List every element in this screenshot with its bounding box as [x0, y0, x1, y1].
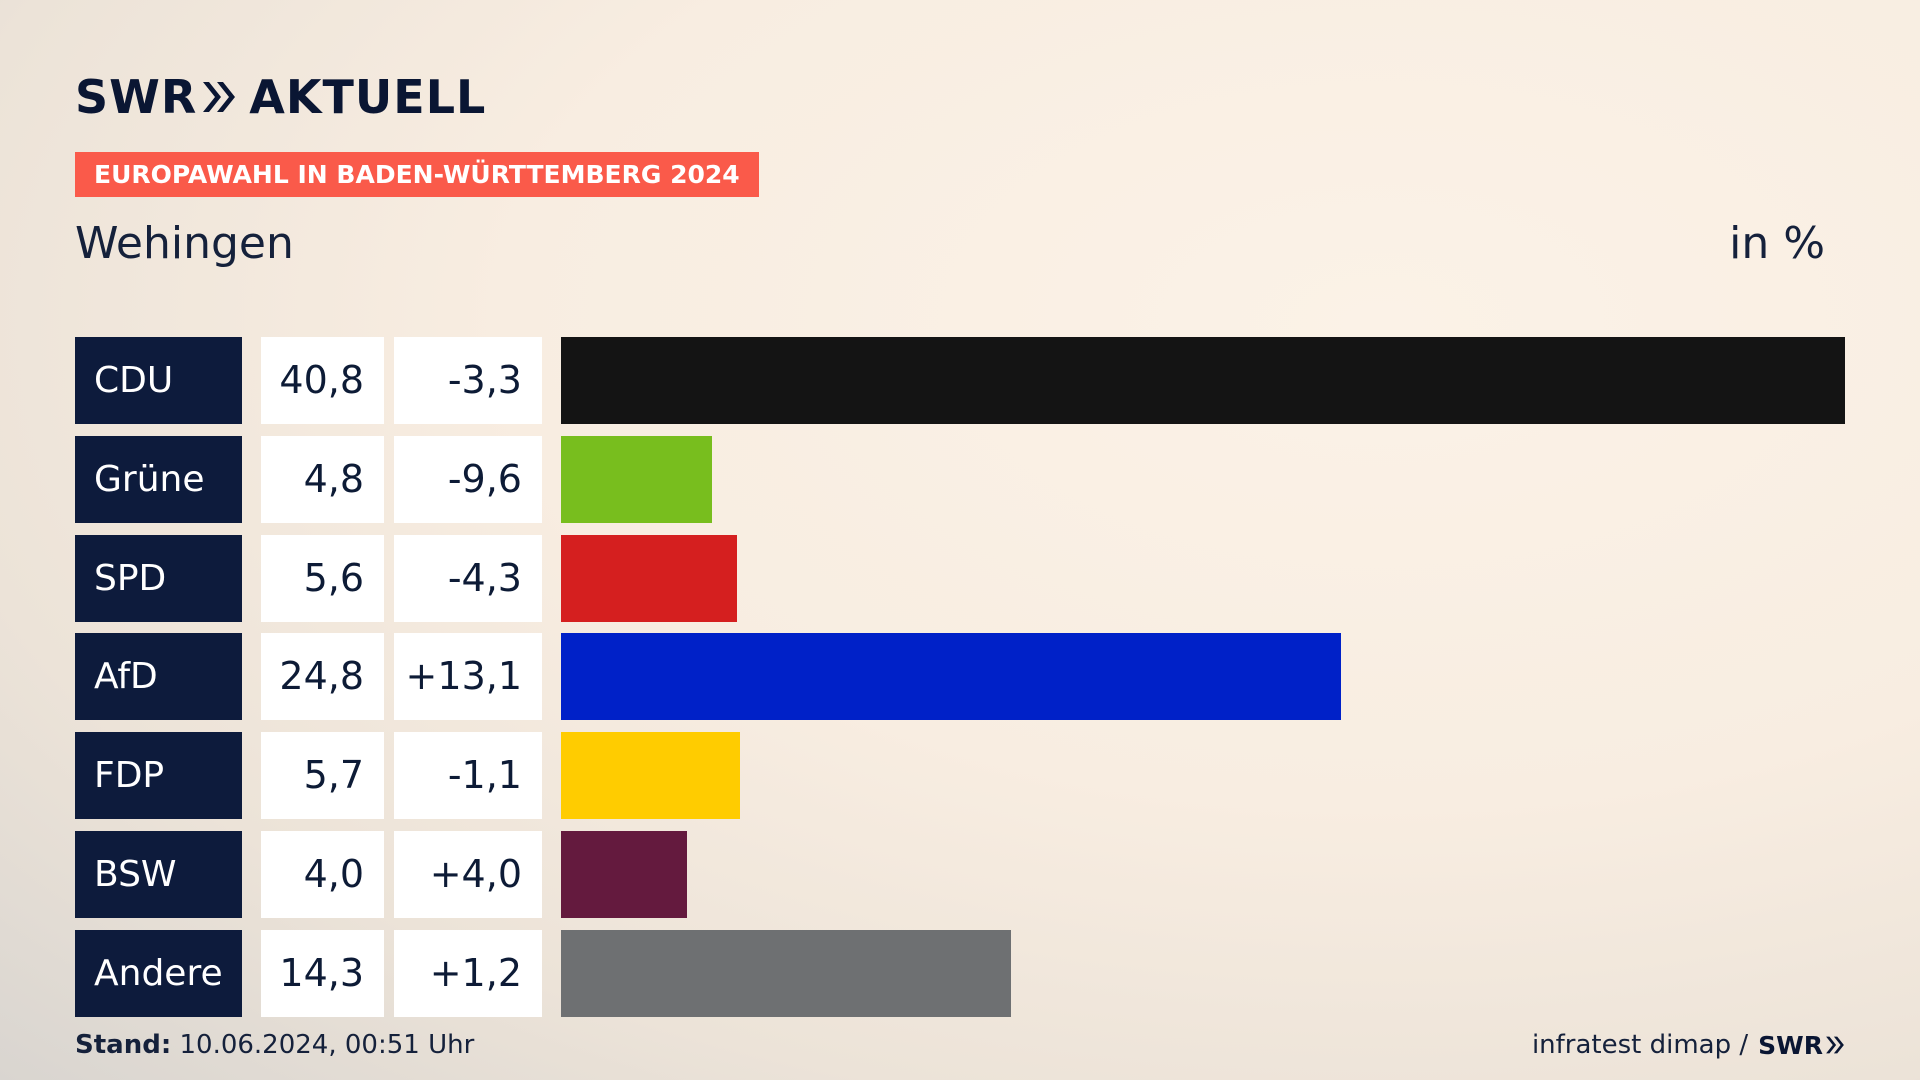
- mini-logo-text: SWR: [1758, 1030, 1823, 1060]
- party-label: CDU: [75, 337, 242, 424]
- result-bar: [561, 929, 1012, 1017]
- party-label: Andere: [75, 929, 242, 1017]
- vote-change: +13,1: [394, 633, 542, 721]
- stand-value: 10.06.2024, 00:51 Uhr: [179, 1030, 475, 1060]
- vote-share: 4,8: [261, 435, 384, 523]
- vote-change: -9,6: [394, 435, 542, 523]
- vote-share: 14,3: [261, 929, 384, 1017]
- result-row: Andere 14,3 +1,2: [75, 929, 1845, 1017]
- vote-share: 40,8: [261, 337, 384, 424]
- swr-mini-logo: SWR: [1758, 1031, 1845, 1060]
- party-label: FDP: [75, 732, 242, 820]
- result-bar: [561, 732, 741, 820]
- vote-change: +4,0: [394, 831, 542, 918]
- party-label: AfD: [75, 633, 242, 721]
- result-bar: [561, 633, 1342, 721]
- party-label: BSW: [75, 831, 242, 918]
- result-row: FDP 5,7 -1,1: [75, 732, 1845, 820]
- source-credit: infratest dimap / SWR: [1532, 1030, 1845, 1060]
- vote-share: 5,6: [261, 534, 384, 622]
- vote-change: -3,3: [394, 337, 542, 424]
- result-row: SPD 5,6 -4,3: [75, 534, 1845, 622]
- result-bar: [561, 831, 687, 918]
- source-text: infratest dimap /: [1531, 1030, 1749, 1060]
- chart-title: Wehingen: [75, 218, 294, 269]
- mini-chevron-icon: [1826, 1036, 1844, 1054]
- vote-change: -1,1: [394, 732, 542, 820]
- vote-change: -4,3: [394, 534, 542, 622]
- result-row: CDU 40,8 -3,3: [75, 337, 1845, 424]
- stand-label: Stand:: [75, 1030, 172, 1060]
- unit-label: in %: [1729, 218, 1825, 269]
- vote-share: 24,8: [261, 633, 384, 721]
- result-bar: [561, 337, 1845, 424]
- election-tag: EUROPAWAHL IN BADEN-WÜRTTEMBERG 2024: [75, 152, 759, 197]
- vote-share: 4,0: [261, 831, 384, 918]
- double-chevron-icon: [201, 80, 237, 114]
- brand-swr: SWR: [75, 70, 198, 124]
- result-row: BSW 4,0 +4,0: [75, 831, 1845, 918]
- brand-aktuell: AKTUELL: [249, 70, 487, 124]
- swr-aktuell-logo: SWR AKTUELL: [75, 70, 486, 124]
- result-row: AfD 24,8 +13,1: [75, 633, 1845, 721]
- vote-share: 5,7: [261, 732, 384, 820]
- timestamp: Stand: 10.06.2024, 00:51 Uhr: [75, 1030, 474, 1060]
- result-row: Grüne 4,8 -9,6: [75, 435, 1845, 523]
- result-bar: [561, 534, 738, 622]
- vote-change: +1,2: [394, 929, 542, 1017]
- party-label: Grüne: [75, 435, 242, 523]
- party-label: SPD: [75, 534, 242, 622]
- result-bar: [561, 435, 713, 523]
